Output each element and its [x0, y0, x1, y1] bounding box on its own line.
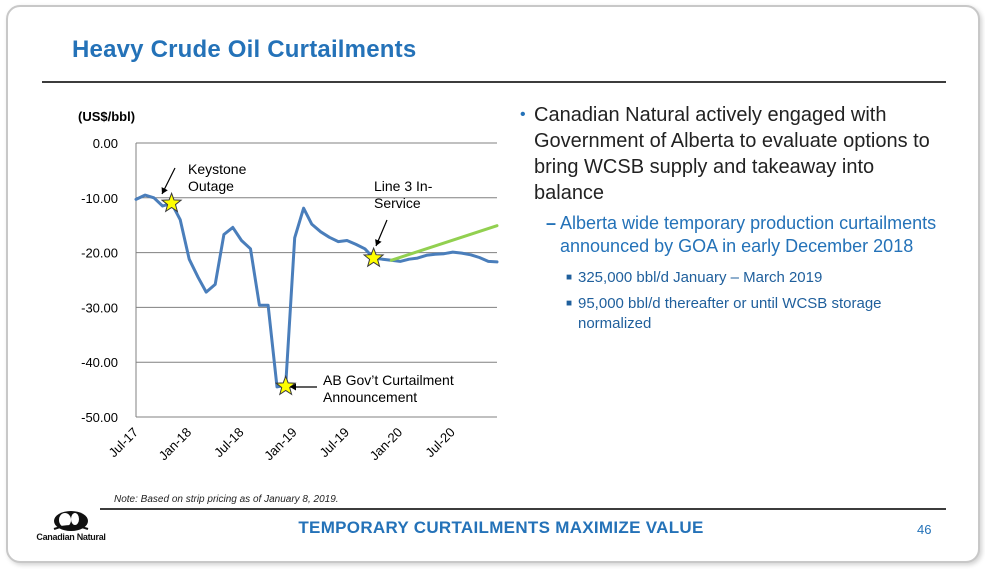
bullet-subsub-2: ■ 95,000 bbl/d thereafter or until WCSB …: [566, 294, 940, 334]
price-chart: 0.00 -10.00 -20.00 -30.00 -40.00 -50.00 Jul-1…: [78, 109, 499, 464]
annotation-label: Outage: [188, 178, 234, 194]
x-tick-label: Jan-18: [156, 425, 195, 464]
annotation-label: Service: [374, 195, 421, 211]
x-tick-label: Jul-17: [105, 425, 141, 461]
bullet-sub: – Alberta wide temporary production curt…: [546, 212, 940, 258]
x-axis-ticks: Jul-17 Jan-18 Jul-18 Jan-19 Jul-19 Jan-20 Jul-…: [105, 425, 457, 464]
slide-title: Heavy Crude Oil Curtailments: [72, 36, 417, 63]
y-tick-label: -20.00: [81, 246, 118, 261]
bullet-dash-icon: –: [546, 213, 557, 233]
x-tick-label: Jan-19: [261, 425, 300, 464]
x-tick-label: Jul-20: [422, 425, 458, 461]
x-tick-label: Jul-18: [211, 425, 247, 461]
bullet-main: • Canadian Natural actively engaged with…: [520, 102, 940, 206]
annotation-label: AB Gov’t Curtailment: [323, 372, 454, 388]
y-tick-label: -40.00: [81, 355, 118, 370]
logo-text: Canadian Natural: [36, 532, 106, 542]
bullet-sub-text: Alberta wide temporary production curtai…: [560, 213, 937, 256]
y-tick-label: -50.00: [81, 410, 118, 425]
bullet-square-icon: ■: [566, 298, 573, 309]
bullet-main-text: Canadian Natural actively engaged with G…: [534, 104, 930, 204]
star-marker-icon: [362, 246, 385, 268]
series-line-price: [134, 193, 499, 389]
x-tick-label: Jan-20: [367, 425, 406, 464]
title-divider: [42, 81, 946, 83]
slide-frame: [6, 5, 980, 563]
bullet-list: • Canadian Natural actively engaged with…: [520, 102, 940, 334]
star-marker-icon: [274, 374, 297, 396]
bullet-dot-icon: •: [520, 106, 526, 123]
page-number: 46: [917, 522, 932, 537]
y-tick-label: -10.00: [81, 191, 118, 206]
annotation-label: Line 3 In-: [374, 178, 433, 194]
y-tick-label: -30.00: [81, 300, 118, 315]
y-axis-label: (US$/bbl): [78, 109, 135, 124]
x-tick-label: Jul-19: [316, 425, 352, 461]
footnote: Note: Based on strip pricing as of Janua…: [114, 494, 339, 505]
annotation-label: Announcement: [323, 389, 417, 405]
gridlines: [135, 142, 497, 418]
company-logo: Canadian Natural: [34, 507, 108, 547]
arrowhead-icon: [375, 239, 382, 246]
y-tick-label: 0.00: [93, 136, 118, 151]
series-line-forecast: [389, 224, 499, 262]
series: [134, 193, 499, 389]
arrowhead-icon: [290, 383, 296, 391]
star-marker-icon: [160, 191, 183, 213]
polar-bear-logo-icon: [53, 511, 89, 531]
bullet-subsub-1: ■ 325,000 bbl/d January – March 2019: [566, 268, 940, 288]
bullet-subsub-text: 95,000 bbl/d thereafter or until WCSB st…: [578, 295, 882, 332]
annotation-label: Keystone: [188, 161, 247, 177]
bullet-square-icon: ■: [566, 272, 573, 283]
footer-divider: [100, 508, 946, 510]
arrowhead-icon: [161, 187, 168, 194]
footer-tagline: TEMPORARY CURTAILMENTS MAXIMIZE VALUE: [298, 518, 704, 537]
y-axis-ticks: 0.00 -10.00 -20.00 -30.00 -40.00 -50.00: [81, 136, 118, 425]
bullet-subsub-text: 325,000 bbl/d January – March 2019: [578, 269, 823, 286]
